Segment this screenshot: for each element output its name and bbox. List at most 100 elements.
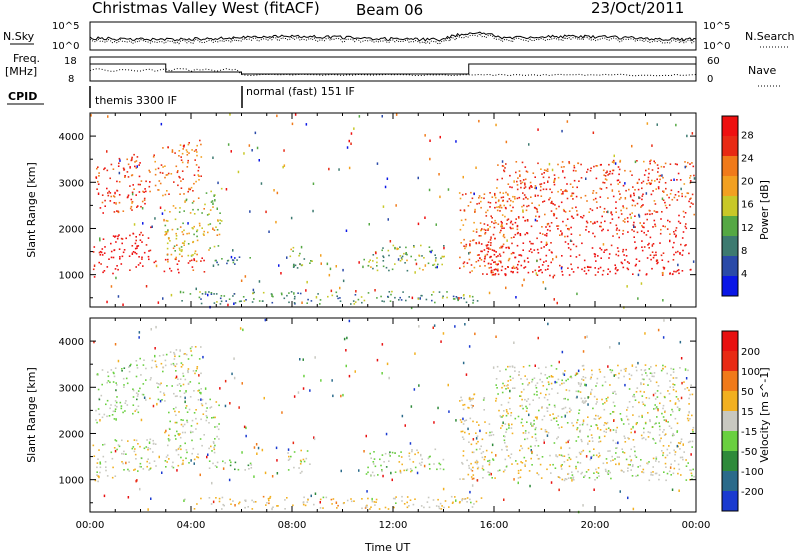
scatter-point — [517, 472, 520, 474]
scatter-point — [540, 372, 542, 375]
scatter-point — [612, 401, 615, 404]
scatter-point — [502, 199, 504, 202]
scatter-point — [524, 375, 526, 377]
scatter-point — [464, 247, 466, 250]
scatter-point — [473, 221, 475, 224]
scatter-point — [580, 177, 583, 179]
scatter-point — [541, 418, 544, 421]
scatter-point — [149, 249, 152, 252]
scatter-point — [524, 178, 527, 181]
scatter-point — [673, 196, 676, 199]
scatter-point — [640, 382, 642, 384]
scatter-point — [481, 465, 484, 467]
colorbar-swatch — [722, 136, 738, 157]
scatter-point — [659, 402, 661, 405]
scatter-point — [521, 205, 523, 208]
scatter-point — [603, 376, 606, 378]
scatter-point — [168, 193, 170, 195]
scatter-point — [411, 469, 413, 472]
scatter-point — [376, 261, 378, 264]
scatter-point — [511, 432, 514, 435]
scatter-point — [652, 457, 655, 460]
scatter-point — [650, 474, 652, 476]
scatter-point — [644, 421, 647, 424]
scatter-point — [199, 139, 201, 142]
scatter-point — [500, 427, 502, 429]
scatter-point — [499, 255, 502, 257]
scatter-point — [549, 197, 551, 199]
scatter-point — [547, 381, 550, 383]
scatter-point — [674, 417, 677, 420]
scatter-point — [432, 264, 434, 266]
scatter-point — [605, 400, 608, 402]
scatter-point — [391, 478, 393, 482]
scatter-point — [190, 350, 192, 352]
scatter-point — [608, 173, 611, 175]
scatter-point — [635, 258, 638, 260]
scatter-point — [642, 471, 645, 474]
scatter-point — [681, 195, 683, 198]
scatter-point — [470, 398, 472, 400]
scatter-point — [494, 219, 496, 222]
scatter-point — [609, 471, 611, 474]
scatter-point — [522, 407, 524, 410]
scatter-point — [546, 243, 548, 246]
scatter-point — [633, 396, 636, 398]
scatter-point — [430, 250, 432, 254]
scatter-point — [662, 225, 664, 227]
scatter-point — [169, 428, 171, 430]
scatter-point — [294, 264, 297, 267]
scatter-point — [665, 187, 667, 190]
scatter-point — [215, 401, 218, 403]
scatter-point — [462, 423, 465, 425]
scatter-point — [668, 425, 671, 427]
scatter-point — [421, 255, 423, 257]
scatter-point — [561, 455, 564, 457]
scatter-point — [199, 224, 201, 227]
scatter-point — [202, 413, 205, 415]
n-tick-right-top: 10^5 — [703, 21, 730, 32]
scatter-point — [575, 467, 577, 470]
scatter-point — [596, 401, 598, 403]
scatter-point — [594, 274, 597, 276]
scatter-point — [402, 291, 404, 293]
scatter-point — [168, 237, 170, 239]
scatter-point — [534, 428, 537, 431]
scatter-point — [253, 475, 255, 478]
scatter-point — [581, 471, 583, 474]
scatter-point — [620, 261, 623, 264]
scatter-point — [528, 143, 530, 146]
scatter-point — [192, 431, 194, 433]
colorbar-swatch — [722, 176, 738, 197]
scatter-point — [138, 331, 141, 334]
scatter-point — [628, 423, 630, 425]
scatter-point — [372, 254, 375, 256]
scatter-point — [550, 375, 553, 378]
scatter-point — [478, 235, 481, 237]
scatter-point — [533, 377, 536, 379]
scatter-point — [561, 379, 563, 382]
scatter-point — [514, 267, 516, 269]
scatter-point — [145, 180, 147, 183]
scatter-point — [519, 405, 522, 407]
colorbar-tick-label: 8 — [741, 246, 747, 257]
scatter-point — [675, 234, 677, 237]
scatter-point — [560, 446, 562, 450]
scatter-point — [570, 233, 573, 235]
scatter-point — [678, 400, 680, 402]
scatter-point — [607, 365, 609, 368]
scatter-point — [199, 473, 201, 477]
scatter-point — [124, 410, 126, 412]
scatter-point — [625, 207, 628, 210]
scatter-point — [213, 442, 215, 444]
scatter-point — [644, 404, 646, 407]
scatter-point — [493, 250, 496, 252]
scatter-point — [219, 222, 221, 225]
scatter-point — [503, 410, 505, 412]
scatter-point — [578, 412, 580, 415]
scatter-point — [141, 200, 144, 203]
scatter-point — [520, 391, 523, 393]
scatter-point — [136, 367, 139, 369]
scatter-point — [683, 381, 685, 383]
scatter-point — [283, 164, 286, 167]
